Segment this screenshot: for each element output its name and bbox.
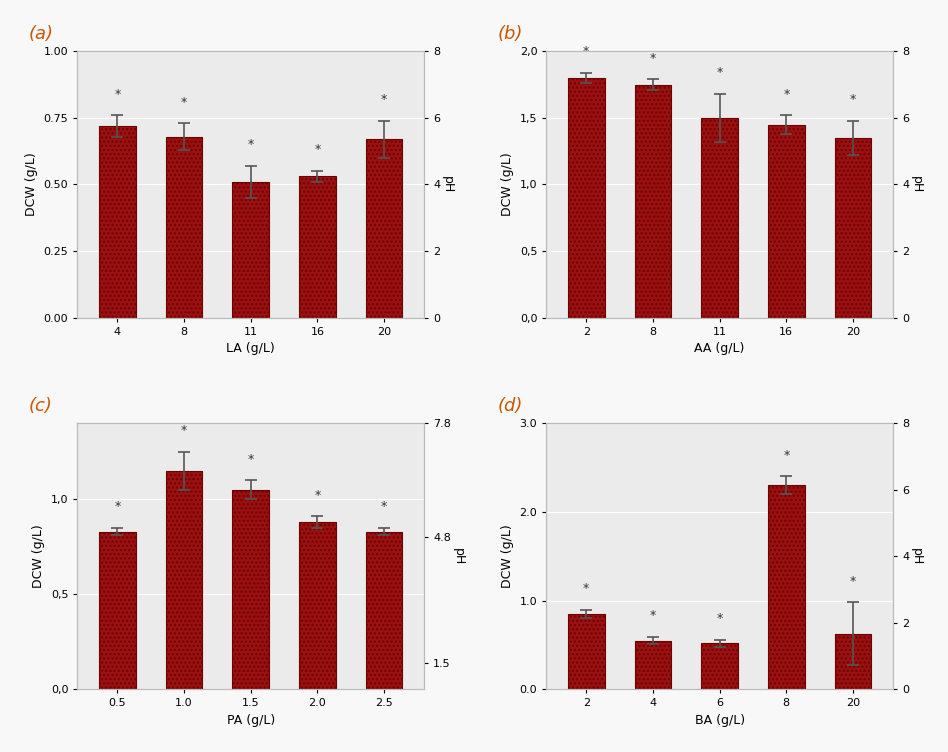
Text: *: * [314, 489, 320, 502]
Bar [99, 532, 136, 690]
Bar [702, 643, 738, 690]
Text: *: * [649, 609, 656, 623]
Text: *: * [247, 138, 254, 151]
Text: *: * [649, 52, 656, 65]
Bar [99, 126, 136, 317]
Bar [366, 139, 402, 317]
Text: *: * [849, 93, 856, 106]
Text: *: * [583, 45, 590, 58]
Bar [634, 85, 671, 317]
Text: (d): (d) [498, 396, 523, 414]
Bar [768, 125, 805, 317]
Y-axis label: DCW (g/L): DCW (g/L) [501, 524, 514, 588]
Text: *: * [849, 575, 856, 588]
Y-axis label: pH: pH [910, 547, 923, 565]
Text: *: * [381, 93, 387, 106]
Bar [299, 522, 336, 690]
Text: *: * [717, 612, 722, 625]
Bar [634, 641, 671, 690]
Text: *: * [717, 66, 722, 79]
Text: *: * [783, 87, 790, 101]
Y-axis label: pH: pH [452, 547, 465, 565]
Text: *: * [381, 500, 387, 513]
Text: *: * [114, 87, 120, 101]
X-axis label: AA (g/L): AA (g/L) [695, 342, 745, 355]
Bar [702, 118, 738, 317]
X-axis label: BA (g/L): BA (g/L) [695, 714, 745, 727]
Y-axis label: DCW (g/L): DCW (g/L) [32, 524, 46, 588]
Text: *: * [314, 144, 320, 156]
Text: *: * [583, 582, 590, 595]
Y-axis label: pH: pH [910, 176, 923, 193]
Text: *: * [114, 500, 120, 513]
Y-axis label: DCW (g/L): DCW (g/L) [501, 153, 514, 217]
Text: *: * [181, 424, 187, 437]
Bar [232, 182, 269, 317]
X-axis label: PA (g/L): PA (g/L) [227, 714, 275, 727]
Bar [366, 532, 402, 690]
Y-axis label: DCW (g/L): DCW (g/L) [25, 153, 38, 217]
Y-axis label: pH: pH [441, 176, 454, 193]
Bar [166, 471, 202, 690]
Bar [299, 177, 336, 317]
Text: *: * [783, 449, 790, 462]
Text: (b): (b) [498, 25, 523, 43]
Text: (c): (c) [28, 396, 53, 414]
X-axis label: LA (g/L): LA (g/L) [227, 342, 275, 355]
Text: (a): (a) [28, 25, 54, 43]
Text: *: * [181, 96, 187, 108]
Bar [232, 490, 269, 690]
Text: *: * [247, 453, 254, 465]
Bar [166, 137, 202, 317]
Bar [834, 633, 871, 690]
Bar [568, 78, 605, 317]
Bar [568, 614, 605, 690]
Bar [834, 138, 871, 317]
Bar [768, 485, 805, 690]
